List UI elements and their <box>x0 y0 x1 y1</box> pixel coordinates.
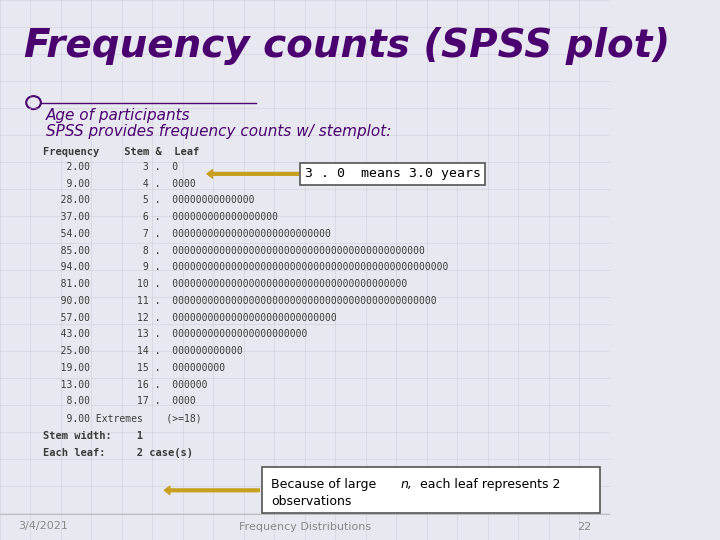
Text: 90.00        11 .  000000000000000000000000000000000000000000000: 90.00 11 . 00000000000000000000000000000… <box>42 296 436 306</box>
Text: 81.00        10 .  0000000000000000000000000000000000000000: 81.00 10 . 00000000000000000000000000000… <box>42 279 407 289</box>
Text: 94.00         9 .  00000000000000000000000000000000000000000000000: 94.00 9 . 000000000000000000000000000000… <box>42 262 448 273</box>
Text: Stem width:    1: Stem width: 1 <box>42 431 143 442</box>
Text: 43.00        13 .  00000000000000000000000: 43.00 13 . 00000000000000000000000 <box>42 329 307 340</box>
Text: 54.00         7 .  000000000000000000000000000: 54.00 7 . 000000000000000000000000000 <box>42 229 330 239</box>
Text: 19.00        15 .  000000000: 19.00 15 . 000000000 <box>42 363 225 373</box>
Text: Age of participants: Age of participants <box>45 108 190 123</box>
Text: Because of large: Because of large <box>271 478 380 491</box>
Text: 57.00        12 .  0000000000000000000000000000: 57.00 12 . 0000000000000000000000000000 <box>42 313 336 323</box>
Text: 9.00         4 .  0000: 9.00 4 . 0000 <box>42 179 195 189</box>
Text: each leaf represents 2: each leaf represents 2 <box>416 478 561 491</box>
Text: 28.00         5 .  00000000000000: 28.00 5 . 00000000000000 <box>42 195 254 206</box>
Text: 2.00         3 .  0: 2.00 3 . 0 <box>42 162 178 172</box>
Text: 25.00        14 .  000000000000: 25.00 14 . 000000000000 <box>42 346 243 356</box>
Text: 13.00        16 .  000000: 13.00 16 . 000000 <box>42 380 207 390</box>
Text: 85.00         8 .  0000000000000000000000000000000000000000000: 85.00 8 . 000000000000000000000000000000… <box>42 246 425 256</box>
Text: 22: 22 <box>577 522 591 531</box>
FancyBboxPatch shape <box>262 467 600 513</box>
Text: 3 . 0  means 3.0 years: 3 . 0 means 3.0 years <box>305 167 481 180</box>
Text: 3/4/2021: 3/4/2021 <box>18 522 68 531</box>
Text: Frequency counts (SPSS plot): Frequency counts (SPSS plot) <box>24 27 670 65</box>
Text: Frequency Distributions: Frequency Distributions <box>239 522 371 531</box>
Text: Each leaf:     2 case(s): Each leaf: 2 case(s) <box>42 448 193 458</box>
Text: Frequency    Stem &  Leaf: Frequency Stem & Leaf <box>42 147 199 157</box>
Text: 9.00 Extremes    (>=18): 9.00 Extremes (>=18) <box>42 413 202 423</box>
Text: n,: n, <box>400 478 413 491</box>
Text: 8.00        17 .  0000: 8.00 17 . 0000 <box>42 396 195 407</box>
Text: SPSS provides frequency counts w/ stemplot:: SPSS provides frequency counts w/ stempl… <box>45 124 391 139</box>
Text: 37.00         6 .  000000000000000000: 37.00 6 . 000000000000000000 <box>42 212 278 222</box>
Text: observations: observations <box>271 495 351 508</box>
